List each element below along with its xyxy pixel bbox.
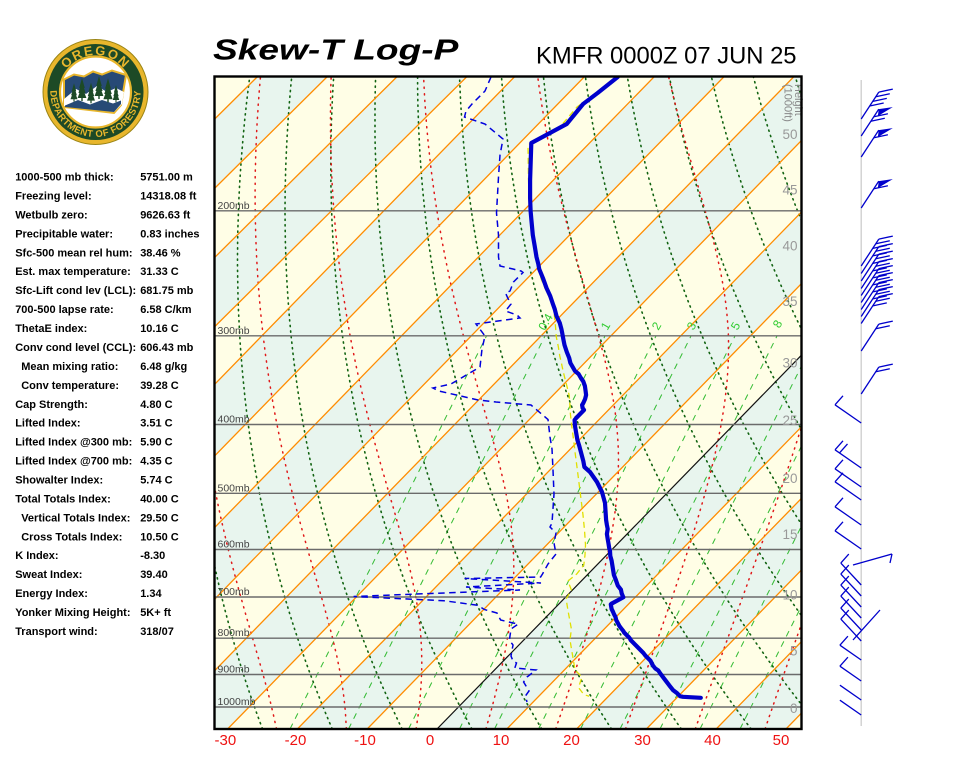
svg-text:800mb: 800mb (218, 627, 250, 639)
svg-text:0: 0 (426, 732, 434, 749)
svg-text:15: 15 (782, 527, 797, 542)
svg-text:Sfc-500 mean rel hum:: Sfc-500 mean rel hum: (15, 247, 132, 259)
svg-text:700mb: 700mb (218, 586, 250, 598)
svg-text:25: 25 (782, 413, 797, 428)
svg-text:Freezing level:: Freezing level: (15, 191, 91, 203)
svg-text:0: 0 (790, 701, 798, 716)
svg-text:5.74 C: 5.74 C (140, 475, 172, 487)
svg-text:606.43 mb: 606.43 mb (140, 342, 193, 354)
svg-text:-10: -10 (354, 732, 376, 749)
svg-text:9626.63 ft: 9626.63 ft (140, 210, 190, 222)
svg-text:681.75 mb: 681.75 mb (140, 285, 193, 297)
svg-text:600mb: 600mb (218, 539, 250, 551)
svg-text:Est. max temperature:: Est. max temperature: (15, 266, 131, 278)
svg-text:3.51 C: 3.51 C (140, 418, 172, 430)
svg-text:40.00 C: 40.00 C (140, 493, 179, 505)
svg-text:KMFR 0000Z 07 JUN 25: KMFR 0000Z 07 JUN 25 (536, 43, 797, 70)
svg-text:39.28 C: 39.28 C (140, 380, 179, 392)
svg-text:10: 10 (493, 732, 510, 749)
svg-text:50: 50 (782, 127, 797, 142)
svg-text:1000-500 mb thick:: 1000-500 mb thick: (15, 172, 113, 184)
svg-text:20: 20 (782, 471, 797, 486)
svg-text:Conv cond level (CCL):: Conv cond level (CCL): (15, 342, 136, 354)
svg-text:500mb: 500mb (218, 482, 250, 494)
svg-text:Cap Strength:: Cap Strength: (15, 399, 88, 411)
svg-text:50: 50 (773, 732, 790, 749)
svg-text:38.46 %: 38.46 % (140, 247, 181, 259)
svg-text:40: 40 (782, 239, 797, 254)
svg-text:6.48 g/kg: 6.48 g/kg (140, 361, 187, 373)
svg-text:900mb: 900mb (218, 664, 250, 676)
svg-text:700-500 lapse rate:: 700-500 lapse rate: (15, 304, 113, 316)
svg-text:Energy Index:: Energy Index: (15, 588, 88, 600)
svg-text:4.35 C: 4.35 C (140, 456, 172, 468)
svg-text:29.50 C: 29.50 C (140, 512, 179, 524)
svg-text:-30: -30 (215, 732, 237, 749)
svg-text:10.16 C: 10.16 C (140, 323, 179, 335)
svg-text:5751.00 m: 5751.00 m (140, 172, 193, 184)
svg-text:Sweat Index:: Sweat Index: (15, 569, 82, 581)
svg-text:Lifted Index @300 mb:: Lifted Index @300 mb: (15, 437, 132, 449)
svg-text:K Index:: K Index: (15, 550, 58, 562)
svg-text:Showalter Index:: Showalter Index: (15, 475, 103, 487)
svg-text:6.58 C/km: 6.58 C/km (140, 304, 192, 316)
svg-text:Transport wind:: Transport wind: (15, 626, 98, 638)
svg-text:5K+ ft: 5K+ ft (140, 607, 171, 619)
svg-text:(1000ft): (1000ft) (782, 84, 794, 122)
svg-text:Sfc-Lift cond lev (LCL):: Sfc-Lift cond lev (LCL): (15, 285, 136, 297)
svg-text:1.34: 1.34 (140, 588, 162, 600)
svg-text:Skew-T Log-P: Skew-T Log-P (213, 34, 459, 66)
svg-text:39.40: 39.40 (140, 569, 168, 581)
svg-text:30: 30 (782, 356, 797, 371)
svg-text:ThetaE index:: ThetaE index: (15, 323, 87, 335)
svg-text:35: 35 (782, 294, 797, 309)
svg-text:Lifted Index @700 mb:: Lifted Index @700 mb: (15, 456, 132, 468)
svg-text:300mb: 300mb (218, 325, 250, 337)
svg-text:0.83 inches: 0.83 inches (140, 228, 199, 240)
svg-text:5.90 C: 5.90 C (140, 437, 172, 449)
svg-text:318/07: 318/07 (140, 626, 174, 638)
svg-text:10.50 C: 10.50 C (140, 531, 179, 543)
svg-text:-20: -20 (285, 732, 307, 749)
svg-text:Conv temperature:: Conv temperature: (21, 380, 119, 392)
svg-text:200mb: 200mb (218, 200, 250, 212)
svg-text:Wetbulb zero:: Wetbulb zero: (15, 210, 88, 222)
svg-text:4.80 C: 4.80 C (140, 399, 172, 411)
svg-text:30: 30 (634, 732, 651, 749)
svg-text:10: 10 (782, 588, 797, 603)
svg-text:Vertical Totals Index:: Vertical Totals Index: (21, 512, 130, 524)
svg-text:Cross Totals Index:: Cross Totals Index: (21, 531, 122, 543)
svg-text:Yonker Mixing Height:: Yonker Mixing Height: (15, 607, 130, 619)
svg-text:14318.08 ft: 14318.08 ft (140, 191, 197, 203)
svg-text:-8.30: -8.30 (140, 550, 165, 562)
svg-text:Lifted Index:: Lifted Index: (15, 418, 80, 430)
svg-text:40: 40 (704, 732, 721, 749)
svg-text:1000mb: 1000mb (218, 696, 256, 708)
svg-text:45: 45 (782, 182, 797, 197)
svg-text:31.33 C: 31.33 C (140, 266, 179, 278)
svg-text:20: 20 (563, 732, 580, 749)
svg-text:Total Totals Index:: Total Totals Index: (15, 493, 111, 505)
svg-text:400mb: 400mb (218, 414, 250, 426)
svg-text:5: 5 (790, 643, 798, 658)
svg-text:Precipitable water:: Precipitable water: (15, 228, 113, 240)
svg-text:Mean mixing ratio:: Mean mixing ratio: (21, 361, 118, 373)
